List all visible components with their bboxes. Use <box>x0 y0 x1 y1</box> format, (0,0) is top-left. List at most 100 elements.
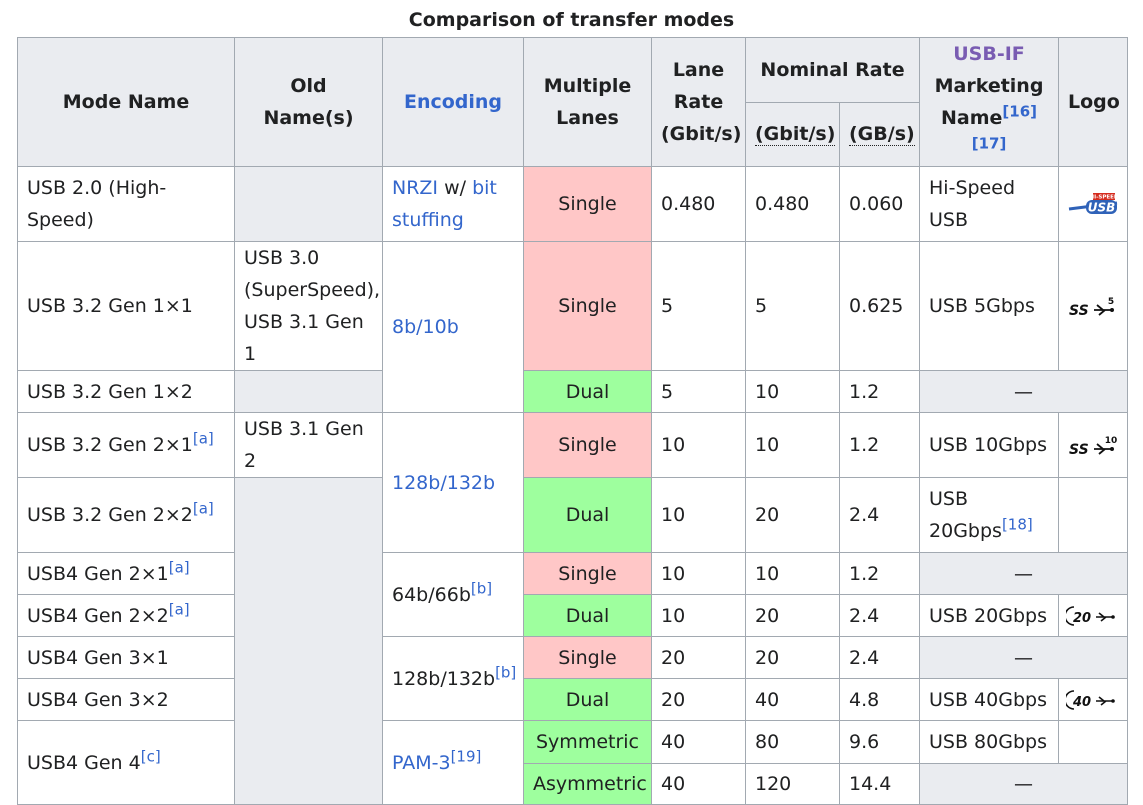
logo-text: USB <box>1088 200 1116 214</box>
header-marketing-name: USB-IF Marketing Name[16][17] <box>919 37 1060 167</box>
gbits-cell: 20 <box>745 636 840 679</box>
lane-rate-cell: 10 <box>651 552 746 595</box>
header-encoding-link[interactable]: Encoding <box>382 37 524 167</box>
lane-rate-cell: 20 <box>651 678 746 721</box>
header-multiple-lanes: Multiple Lanes <box>523 37 652 167</box>
mode-name-cell: USB 3.2 Gen 2×2[a] <box>17 477 235 553</box>
table-row: USB4 Gen 3×1 128b/132b[b] Single 20 20 2… <box>17 636 1129 721</box>
superspeed-5-logo-icon: SS 5 <box>1069 297 1114 319</box>
gbs-cell: 1.2 <box>838 552 921 595</box>
footnote-link[interactable]: [c] <box>140 747 161 766</box>
encoding-link[interactable]: bit stuffing <box>392 177 497 231</box>
header-mode-name: Mode Name <box>17 37 235 167</box>
gbs-cell: 1.2 <box>838 370 921 413</box>
lanes-cell: Dual <box>523 678 652 721</box>
logo-cell: USB HI-SPEED <box>1058 166 1129 242</box>
lane-rate-cell: 5 <box>651 241 746 371</box>
table-row: USB4 Gen 4[c] PAM-3[19] Symmetric 40 80 … <box>17 720 1129 805</box>
gbs-cell: 0.625 <box>838 241 921 371</box>
lane-rate-cell: 10 <box>651 477 746 553</box>
hi-speed-usb-logo-icon: USB HI-SPEED <box>1068 192 1119 214</box>
logo-cell: SS 5 <box>1058 241 1129 371</box>
footnote-link[interactable]: [a] <box>168 600 190 619</box>
logo-text: 40 <box>1072 695 1091 710</box>
logo-text: HI-SPEED <box>1090 194 1119 200</box>
header-gbits: (Gbit/s) <box>745 101 840 167</box>
footnote-link[interactable]: [a] <box>192 429 214 448</box>
encoding-cell: 128b/132b <box>382 412 524 553</box>
gbits-cell: 40 <box>745 678 840 721</box>
marketing-cell: — <box>919 636 1129 679</box>
gbits-cell: 0.480 <box>745 166 840 242</box>
citation-link[interactable]: [16][17] <box>971 102 1038 153</box>
encoding-link[interactable]: PAM-3 <box>392 751 451 774</box>
citation-link[interactable]: [18] <box>1001 515 1033 534</box>
table-caption: Comparison of transfer modes <box>408 9 735 31</box>
footnote-link[interactable]: [a] <box>168 558 190 577</box>
usb4-40-logo-icon: 40 <box>1066 690 1115 710</box>
footnote-link[interactable]: [a] <box>192 499 214 518</box>
header-lane-rate: Lane Rate (Gbit/s) <box>651 37 746 167</box>
gbits-abbr: (Gbit/s) <box>755 123 836 147</box>
gbs-cell: 2.4 <box>838 477 921 553</box>
lanes-cell: Single <box>523 412 652 478</box>
mode-name-cell: USB 3.2 Gen 1×2 <box>17 370 235 413</box>
logo-cell: SS 10 <box>1058 412 1129 478</box>
gbs-cell: 0.060 <box>838 166 921 242</box>
logo-cell <box>1058 477 1129 553</box>
old-name-cell <box>234 166 383 242</box>
lane-rate-cell: 10 <box>651 412 746 478</box>
header-logo: Logo <box>1058 37 1129 167</box>
gbits-cell: 10 <box>745 370 840 413</box>
gbits-cell: 5 <box>745 241 840 371</box>
lanes-cell: Dual <box>523 370 652 413</box>
logo-text: SS <box>1069 442 1089 458</box>
gbits-cell: 20 <box>745 594 840 637</box>
footnote-link[interactable]: [b] <box>470 579 493 598</box>
encoding-cell: PAM-3[19] <box>382 720 524 805</box>
usb-if-link[interactable]: USB-IF <box>953 43 1025 65</box>
table-row: USB 3.2 Gen 2×1[a] USB 3.1 Gen 2 128b/13… <box>17 412 1129 553</box>
marketing-cell: Hi-Speed USB <box>919 166 1060 242</box>
lanes-cell: Single <box>523 166 652 242</box>
mode-name-cell: USB4 Gen 2×2[a] <box>17 594 235 637</box>
encoding-link[interactable]: 8b/10b <box>392 316 459 338</box>
logo-text: 5 <box>1108 297 1114 307</box>
encoding-link[interactable]: NRZI <box>392 177 439 199</box>
encoding-cell: 64b/66b[b] <box>382 552 524 637</box>
mode-name-cell: USB4 Gen 3×1 <box>17 636 235 679</box>
gbs-cell: 4.8 <box>838 678 921 721</box>
header-name-text: Name <box>941 107 1003 129</box>
usb4-20-logo-icon: 20 <box>1066 606 1115 626</box>
footnote-link[interactable]: [b] <box>495 663 517 682</box>
old-name-cell <box>234 477 383 805</box>
marketing-cell: USB 10Gbps <box>919 412 1060 478</box>
mode-name-cell: USB4 Gen 4[c] <box>17 720 235 805</box>
gbs-cell: 9.6 <box>838 720 921 764</box>
logo-cell <box>1058 720 1129 764</box>
mode-name-cell: USB4 Gen 2×1[a] <box>17 552 235 595</box>
marketing-cell: USB 20Gbps[18] <box>919 477 1060 553</box>
old-name-cell: USB 3.1 Gen 2 <box>234 412 383 478</box>
mode-name-cell: USB4 Gen 3×2 <box>17 678 235 721</box>
gbs-abbr: (GB/s) <box>849 123 915 147</box>
table-row: USB 3.2 Gen 1×2 Dual 5 10 1.2 — <box>17 370 1129 413</box>
header-gbs: (GB/s) <box>838 101 921 167</box>
lane-rate-cell: 40 <box>651 720 746 764</box>
table-row: USB 3.2 Gen 2×2[a] Dual 10 20 2.4 USB 20… <box>17 477 1129 805</box>
gbs-cell: 2.4 <box>838 594 921 637</box>
encoding-link[interactable]: 128b/132b <box>392 471 496 494</box>
gbits-cell: 20 <box>745 477 840 553</box>
gbits-cell: 10 <box>745 412 840 478</box>
encoding-cell: 8b/10b <box>382 241 524 413</box>
gbits-cell: 120 <box>745 763 840 805</box>
table-row: USB4 Gen 3×2 Dual 20 40 4.8 USB 40Gbps 4… <box>17 678 1129 721</box>
gbits-cell: 80 <box>745 720 840 764</box>
mode-name-cell: USB 3.2 Gen 2×1[a] <box>17 412 235 478</box>
logo-text: 20 <box>1073 611 1091 626</box>
gbs-cell: 2.4 <box>838 636 921 679</box>
citation-link[interactable]: [19] <box>450 747 482 766</box>
lanes-cell: Single <box>523 552 652 595</box>
table-row: USB4 Gen 2×2[a] Dual 10 20 2.4 USB 20Gbp… <box>17 594 1129 637</box>
lanes-cell: Dual <box>523 477 652 553</box>
